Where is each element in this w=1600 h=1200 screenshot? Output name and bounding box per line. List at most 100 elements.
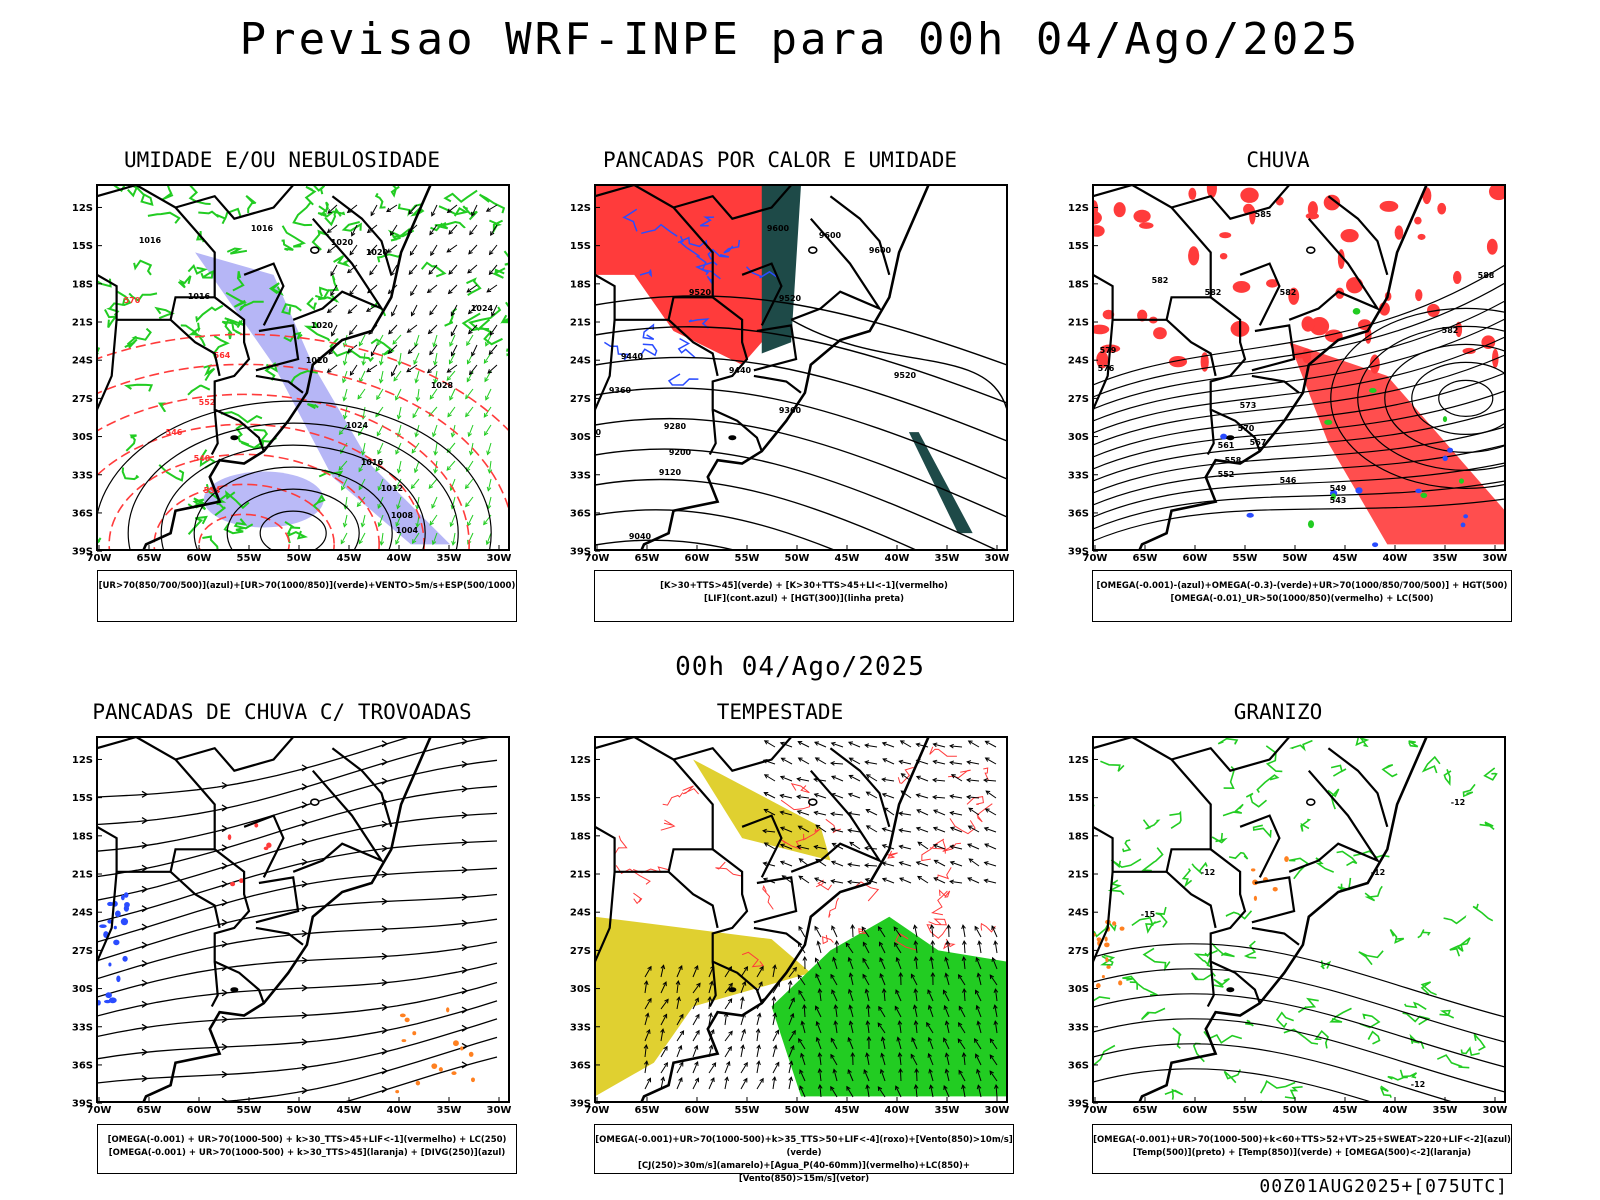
wind-arrowhead (394, 485, 399, 491)
wind-vector (331, 324, 338, 336)
longitude-label: 30W (487, 553, 512, 564)
wind-vector (764, 740, 776, 748)
wind-arrowhead (958, 1069, 963, 1075)
wind-arrowhead (798, 925, 803, 931)
humidity-low-contour (468, 306, 502, 331)
wind-arrowhead (865, 1052, 870, 1058)
wind-vector (398, 352, 402, 365)
streamline-arrow (381, 1085, 389, 1093)
wind-arrowhead (800, 1020, 806, 1026)
omega-strong-cell (1420, 492, 1428, 498)
wind-vector (469, 364, 478, 375)
wind-vector (877, 1086, 886, 1098)
wind-vector (950, 812, 963, 816)
latitude-label: 39S (570, 1099, 591, 1110)
wind-vector (851, 924, 854, 938)
humidity-low-contour (154, 306, 175, 320)
wind-vector (413, 352, 420, 365)
wind-vector (487, 478, 492, 491)
wind-arrowhead (991, 956, 996, 962)
wind-arrowhead (949, 844, 955, 850)
border-line (97, 319, 118, 423)
wind-vector (392, 334, 402, 345)
wind-vector (815, 824, 827, 833)
wind-arrowhead (446, 208, 452, 214)
humidity-low-contour (97, 537, 102, 545)
wind-arrowhead (798, 875, 804, 880)
wind-vector (485, 334, 492, 347)
wind-vector (450, 324, 458, 336)
lifted-index-contour (604, 341, 631, 361)
wind-vector (740, 1078, 748, 1090)
longitude-label: 35W (437, 1105, 462, 1116)
temperature-850-contour (1129, 981, 1158, 996)
wind-arrowhead (943, 1085, 948, 1091)
wind-arrowhead (962, 939, 967, 945)
border-line (595, 737, 763, 1004)
wind-arrowhead (848, 774, 854, 780)
wind-arrowhead (348, 330, 354, 336)
wind-arrowhead (743, 966, 749, 971)
wind-vector (692, 1045, 698, 1058)
wind-arrowhead (799, 1069, 804, 1075)
wind-arrowhead (881, 827, 887, 832)
divergence-cell (114, 910, 121, 917)
wind-arrowhead (877, 926, 883, 931)
temperature-850-contour (1093, 804, 1095, 807)
border-line (255, 324, 300, 372)
humidity-low-contour (125, 434, 137, 452)
wind-vector (916, 776, 929, 782)
wind-arrowhead (898, 844, 904, 850)
legend-chuva: [OMEGA(-0.001)-(azul)+OMEGA(-0.3)-(verde… (1092, 570, 1512, 622)
wind-arrowhead (449, 522, 454, 528)
wind-arrowhead (488, 270, 494, 276)
wind-vector (899, 760, 912, 765)
wind-vector (883, 989, 886, 1002)
streamline-arrow (381, 1026, 389, 1034)
wind-vector (740, 1062, 748, 1074)
thunderstorm-cell (399, 1013, 406, 1018)
wind-vector (488, 460, 492, 473)
wind-vector (361, 514, 366, 527)
temperature-850-contour (1275, 1011, 1294, 1029)
wind-arrowhead (930, 971, 936, 977)
omega-strong-cell (1458, 478, 1465, 484)
wind-vector (991, 925, 998, 938)
wind-arrowhead (370, 351, 376, 357)
latitude-label: 24S (72, 356, 93, 367)
wind-arrowhead (966, 760, 972, 765)
wind-vector (349, 364, 358, 376)
wind-arrowhead (486, 486, 492, 492)
wind-arrowhead (365, 307, 371, 312)
divergence-cell (99, 924, 107, 928)
wind-arrowhead (342, 414, 348, 420)
temperature-850-contour (1245, 1019, 1254, 1027)
wind-arrowhead (431, 540, 437, 546)
wind-arrowhead (358, 467, 363, 473)
wind-arrowhead (349, 250, 354, 256)
wind-vector (370, 204, 378, 216)
wind-arrowhead (949, 826, 955, 832)
wind-vector (411, 304, 418, 316)
wind-arrowhead (877, 1086, 883, 1092)
wind-vector (816, 1021, 822, 1034)
wind-arrowhead (346, 208, 352, 214)
wind-vector (943, 990, 950, 1002)
wind-vector (815, 973, 822, 986)
wind-vector (879, 973, 886, 986)
border-line (1093, 871, 1114, 975)
wind-vector (977, 1021, 982, 1034)
wind-vector (994, 989, 998, 1002)
wind-vector (831, 861, 844, 867)
streamline (342, 1056, 498, 1102)
wind-vector (799, 1069, 806, 1082)
wind-arrowhead (468, 370, 474, 376)
wind-arrowhead (431, 432, 437, 438)
rain-cell (1093, 324, 1110, 335)
humidity-low-contour (466, 277, 482, 297)
streamline (97, 759, 498, 852)
wind-arrowhead (340, 539, 345, 545)
wind-arrowhead (375, 466, 380, 472)
latitude-label: 27S (1068, 946, 1089, 957)
longitude-label: 50W (1283, 553, 1308, 564)
